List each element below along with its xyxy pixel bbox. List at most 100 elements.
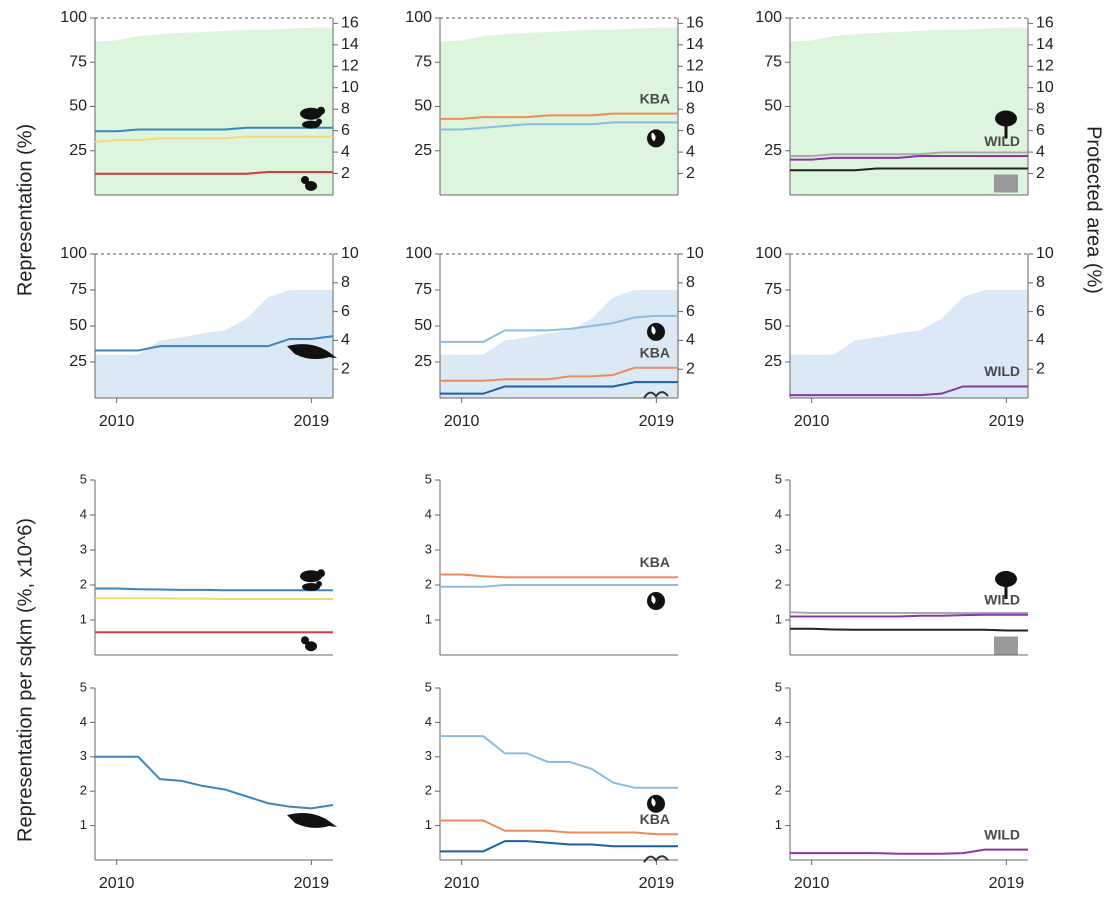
y-tick-label: 2 [80,576,87,591]
series-line [790,612,1028,613]
line-label: KBA [640,90,670,106]
y-tick-label: 50 [69,98,87,115]
y2-tick-label: 14 [1036,36,1054,53]
x-tick-label: 2010 [794,875,830,892]
y-tick-label: 25 [764,353,782,370]
icon-photo [994,174,1018,192]
x-tick-label: 2010 [99,875,135,892]
y-tick-label: 1 [425,611,432,626]
series-line [440,575,678,578]
y-tick-label: 4 [775,714,782,729]
icon-squirrel [301,636,317,651]
line-label: WILD [984,591,1020,607]
y2-axis-label: Protected area (%) [1083,126,1105,294]
icon-shape [317,107,325,115]
y-tick-label: 75 [414,53,432,70]
y2-tick-label: 16 [341,15,359,32]
line-label: KBA [640,554,670,570]
icon-globe [647,592,665,610]
protected-area [790,290,1028,398]
icon-photo [994,637,1018,655]
y-tick-label: 1 [775,817,782,832]
y2-tick-label: 14 [686,36,704,53]
y-tick-label: 2 [775,783,782,798]
icon-globe [647,129,665,147]
y2-tick-label: 6 [686,122,695,139]
y2-tick-label: 10 [341,79,359,96]
x-tick-label: 2019 [294,413,330,430]
y-tick-label: 4 [425,714,432,729]
y-tick-label: 5 [425,471,432,486]
y-tick-label: 1 [80,817,87,832]
y-tick-label: 4 [425,506,432,521]
y2-tick-label: 4 [1036,332,1045,349]
y2-tick-label: 6 [341,303,350,320]
y-tick-label: 3 [775,541,782,556]
y-tick-label: 3 [425,748,432,763]
series-line [95,589,333,591]
y-tick-label: 25 [414,142,432,159]
y-tick-label: 50 [764,317,782,334]
y2-tick-label: 4 [341,143,350,160]
x-tick-label: 2010 [444,875,480,892]
line-label: KBA [640,344,670,360]
icon-shape [287,813,337,828]
y2-tick-label: 2 [341,165,350,182]
y-tick-label: 3 [425,541,432,556]
y2-tick-label: 16 [1036,15,1054,32]
series-line [790,629,1028,631]
series-line [440,841,678,851]
y2-tick-label: 12 [1036,57,1054,74]
y2-tick-label: 2 [1036,360,1045,377]
y2-tick-label: 14 [341,36,359,53]
y2-tick-label: 4 [1036,143,1045,160]
y-tick-label: 75 [414,281,432,298]
x-tick-label: 2019 [639,413,675,430]
y-tick-label: 100 [405,9,432,26]
y-tick-label: 2 [775,576,782,591]
x-tick-label: 2019 [639,875,675,892]
y-tick-label: 5 [775,679,782,694]
x-tick-label: 2019 [989,413,1025,430]
y-tick-label: 100 [755,245,782,262]
y-tick-label: 4 [80,506,87,521]
y-tick-label: 4 [775,506,782,521]
y2-tick-label: 4 [686,332,695,349]
protected-area [95,28,333,195]
y-tick-label: 4 [80,714,87,729]
y-tick-label: 100 [755,9,782,26]
y-tick-label: 25 [69,142,87,159]
y2-tick-label: 8 [686,274,695,291]
y2-tick-label: 10 [1036,79,1054,96]
y2-tick-label: 8 [1036,100,1045,117]
y2-tick-label: 2 [686,360,695,377]
icon-shape [316,581,322,587]
y2-tick-label: 12 [686,57,704,74]
line-label: WILD [984,826,1020,842]
y-tick-label: 5 [80,471,87,486]
page: {"axis_labels": {"representation": "Repr… [0,0,1113,909]
icon-shape [994,174,1018,192]
y2-tick-label: 4 [341,332,350,349]
icon-globe [647,323,665,341]
icon-bear [300,569,325,582]
y-tick-label: 5 [80,679,87,694]
x-tick-label: 2019 [989,875,1025,892]
y2-tick-label: 10 [686,79,704,96]
icon-shape [317,569,325,577]
y-tick-label: 1 [775,611,782,626]
series-line [95,598,333,599]
x-tick-label: 2010 [444,413,480,430]
x-tick-label: 2019 [294,875,330,892]
y-tick-label: 2 [80,783,87,798]
y2-tick-label: 16 [686,15,704,32]
y-tick-label: 1 [425,817,432,832]
y-tick-label: 50 [414,98,432,115]
y-tick-label: 75 [764,53,782,70]
y-tick-label: 50 [764,98,782,115]
y-tick-label: 50 [414,317,432,334]
y2-tick-label: 10 [341,245,359,262]
series-line [440,736,678,788]
y2-tick-label: 10 [686,245,704,262]
y2-tick-label: 2 [686,165,695,182]
